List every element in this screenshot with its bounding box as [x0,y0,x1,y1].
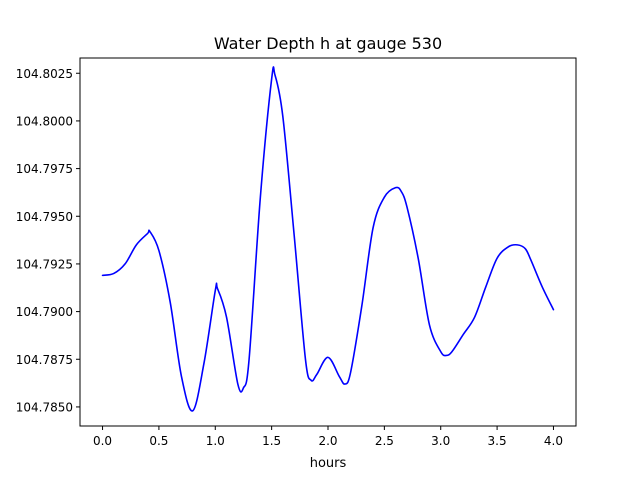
x-tick-label-8: 4.0 [544,434,563,448]
y-tick-label-6: 104.8000 [16,114,73,128]
x-tick-label-5: 2.5 [375,434,394,448]
chart-title: Water Depth h at gauge 530 [214,34,442,53]
y-axis: 104.7850 104.7875 104.7900 104.7925 104.7950… [16,67,80,414]
x-tick-label-0: 0.0 [93,434,112,448]
y-tick-label-0: 104.7850 [16,400,73,414]
series-layer [101,66,555,412]
y-tick-label-5: 104.7975 [16,162,73,176]
x-axis-label: hours [310,456,347,471]
axes-frame [79,57,577,427]
y-tick-label-1: 104.7875 [16,353,73,367]
y-tick-label-4: 104.7950 [16,210,73,224]
y-tick-label-7: 104.8025 [16,67,73,81]
y-tick-label-2: 104.7900 [16,305,73,319]
series-line-0 [101,66,555,412]
plot-area: 0.0 0.5 1.0 1.5 2.0 2.5 3.0 3.5 4.0 104.7850104.… [16,57,577,448]
y-tick-label-3: 104.7925 [16,257,73,271]
x-tick-label-1: 0.5 [149,434,168,448]
x-tick-label-7: 3.5 [488,434,507,448]
x-tick-label-2: 1.0 [206,434,225,448]
x-tick-label-3: 1.5 [262,434,281,448]
x-tick-label-6: 3.0 [431,434,450,448]
x-tick-label-4: 2.0 [318,434,337,448]
x-axis: 0.0 0.5 1.0 1.5 2.0 2.5 3.0 3.5 4.0 [93,426,563,448]
